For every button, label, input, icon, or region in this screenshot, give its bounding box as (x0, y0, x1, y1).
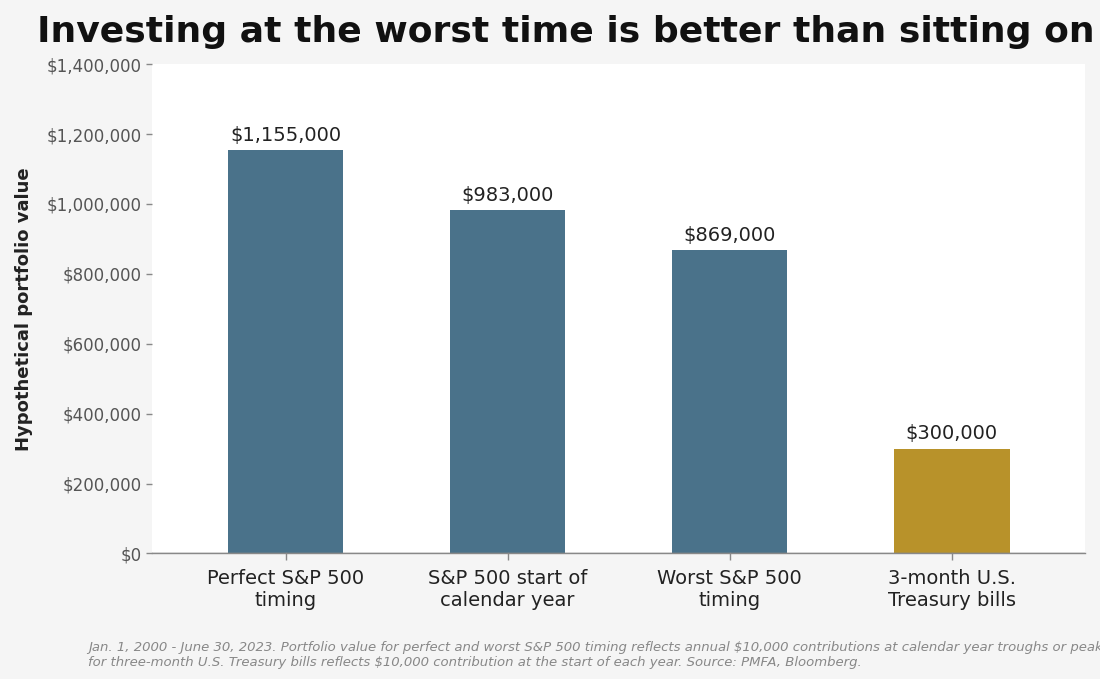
Bar (450, 210, 565, 553)
Text: $1,155,000: $1,155,000 (230, 126, 341, 145)
Text: $983,000: $983,000 (462, 185, 554, 204)
Bar (894, 449, 1010, 553)
Text: Jan. 1, 2000 - June 30, 2023. Portfolio value for perfect and worst S&P 500 timi: Jan. 1, 2000 - June 30, 2023. Portfolio … (88, 641, 1100, 669)
Text: $869,000: $869,000 (683, 225, 776, 244)
Y-axis label: Hypothetical portfolio value: Hypothetical portfolio value (15, 167, 33, 451)
Bar (228, 150, 343, 553)
Text: $300,000: $300,000 (905, 424, 998, 443)
Title: Investing at the worst time is better than sitting on cash: Investing at the worst time is better th… (37, 15, 1100, 49)
Bar (672, 250, 788, 553)
